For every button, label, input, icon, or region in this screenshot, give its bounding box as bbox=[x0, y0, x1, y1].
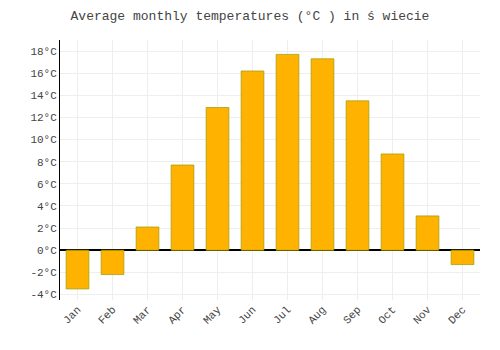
svg-text:Sep: Sep bbox=[341, 304, 363, 326]
svg-text:Average monthly temperatures (: Average monthly temperatures (°C ) in ś … bbox=[71, 9, 430, 24]
svg-text:May: May bbox=[201, 304, 224, 327]
svg-text:4°C: 4°C bbox=[37, 201, 57, 213]
svg-text:Aug: Aug bbox=[306, 304, 328, 326]
svg-text:Mar: Mar bbox=[131, 304, 153, 326]
svg-text:Jun: Jun bbox=[236, 304, 258, 326]
svg-text:12°C: 12°C bbox=[30, 112, 57, 124]
svg-text:16°C: 16°C bbox=[30, 68, 57, 80]
svg-text:Apr: Apr bbox=[166, 304, 188, 326]
svg-text:18°C: 18°C bbox=[30, 46, 57, 58]
svg-text:Jul: Jul bbox=[271, 304, 293, 326]
svg-text:Dec: Dec bbox=[446, 304, 468, 326]
svg-text:6°C: 6°C bbox=[37, 179, 57, 191]
svg-text:2°C: 2°C bbox=[37, 223, 57, 235]
svg-text:Nov: Nov bbox=[411, 304, 434, 327]
svg-text:-2°C: -2°C bbox=[30, 267, 57, 279]
svg-text:14°C: 14°C bbox=[30, 90, 57, 102]
svg-text:0°C: 0°C bbox=[37, 245, 57, 257]
svg-text:Oct: Oct bbox=[376, 304, 398, 326]
svg-text:8°C: 8°C bbox=[37, 157, 57, 169]
svg-text:Feb: Feb bbox=[96, 304, 118, 326]
svg-text:10°C: 10°C bbox=[30, 134, 57, 146]
svg-text:-4°C: -4°C bbox=[30, 289, 57, 301]
svg-text:Jan: Jan bbox=[61, 304, 83, 326]
